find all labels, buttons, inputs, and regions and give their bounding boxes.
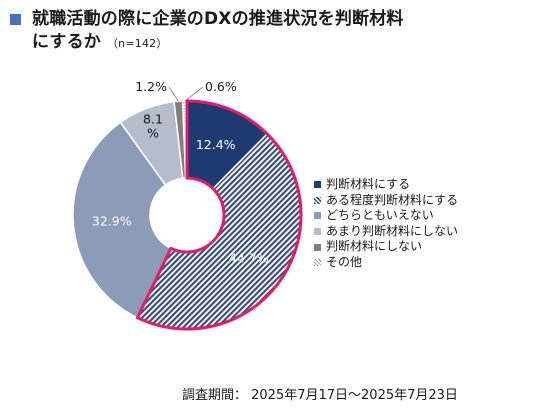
- chart-title-line2: にするか: [32, 32, 101, 52]
- legend-swatch-6: [314, 259, 321, 267]
- legend-label-5: 判断材料にしない: [326, 239, 423, 254]
- slice-2-value-label: 44.7%: [229, 251, 269, 266]
- legend-label-6: その他: [326, 254, 363, 269]
- legend-item-2: ある程度判断材料にする: [314, 193, 458, 209]
- slice-5-value-label: 1.2%: [135, 79, 167, 94]
- slice-3-value-label: 32.9%: [92, 214, 132, 229]
- legend-label-2: ある程度判断材料にする: [326, 192, 459, 207]
- slice-3-wedge: [72, 121, 172, 319]
- sample-size: （n=142）: [106, 37, 168, 50]
- legend-item-1: 判断材料にする: [314, 177, 458, 193]
- leader-lines: [168, 86, 204, 102]
- slice-6-value-label: 0.6%: [205, 79, 237, 94]
- donut-slices: [72, 100, 302, 330]
- chart-title-line1: 就職活動の際に企業のDXの推進状況を判断材料: [32, 9, 404, 29]
- slice-4-value-label: 8.1%: [143, 112, 163, 141]
- legend-label-3: どちらともいえない: [326, 208, 434, 223]
- legend-swatch-2: [314, 196, 321, 204]
- legend-item-3: どちらともいえない: [314, 208, 458, 224]
- chart-title: 就職活動の際に企業のDXの推進状況を判断材料 にするか （n=142）: [32, 8, 502, 55]
- highlight-outline: [135, 99, 303, 331]
- title-marker: [10, 14, 21, 25]
- data-labels: 12.4% 44.7% 32.9% 8.1 % 1.2% 0.6%: [92, 79, 269, 266]
- legend-label-4: あまり判断材料にしない: [326, 223, 459, 238]
- legend-label-1: 判断材料にする: [326, 177, 411, 191]
- legend-swatch-1: [314, 181, 321, 189]
- legend-item-4: あまり判断材料にしない: [314, 224, 458, 240]
- highlight-outline-path: [135, 99, 303, 331]
- slice-1-value-label: 12.4%: [196, 137, 236, 152]
- legend-swatch-3: [314, 212, 321, 220]
- chart-legend: 判断材料にする ある程度判断材料にする どちらともいえない あまり判断材料にしない 判断…: [314, 177, 458, 271]
- legend-item-5: 判断材料にしない: [314, 239, 458, 255]
- legend-swatch-5: [314, 243, 321, 251]
- slice-6-leader-line: [184, 86, 204, 102]
- survey-period: 調査期間： 2025年7月17日～2025年7月23日: [182, 388, 458, 403]
- legend-item-6: その他: [314, 255, 458, 271]
- slice-5-leader-line: [168, 86, 179, 102]
- legend-swatch-4: [314, 228, 321, 236]
